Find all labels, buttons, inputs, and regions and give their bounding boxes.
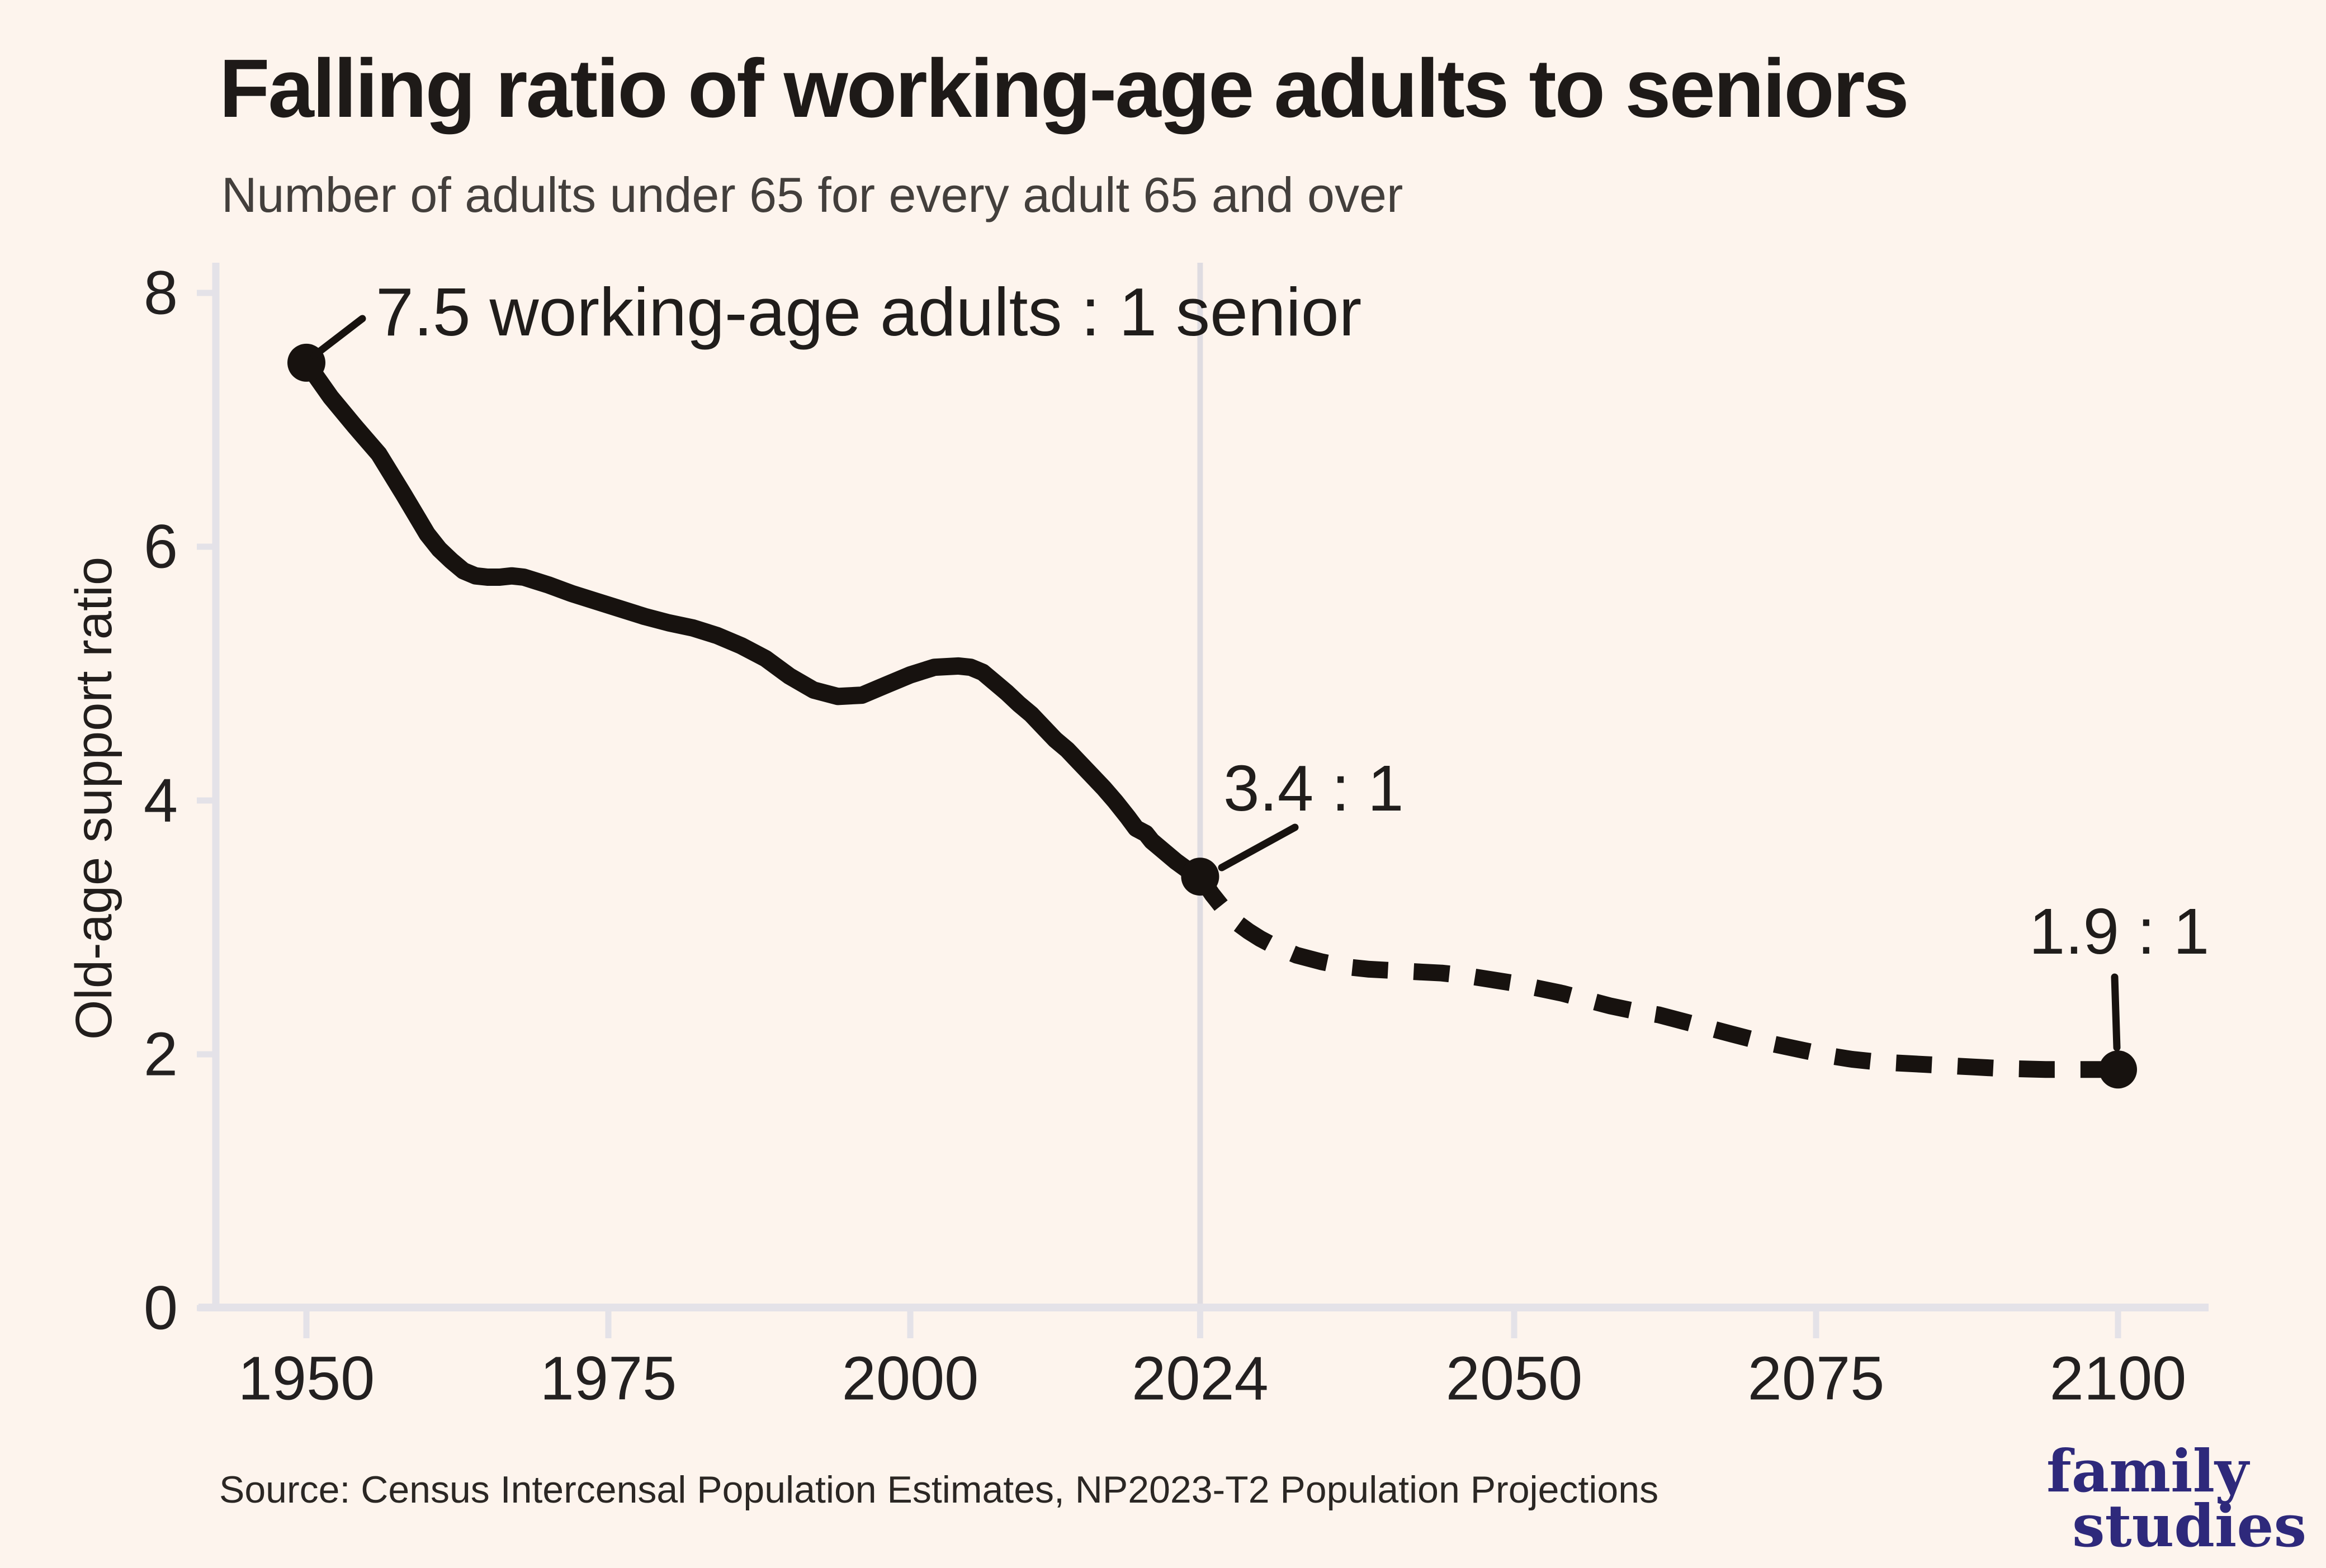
annotation-label-1: 3.4 : 1 <box>1223 752 1403 825</box>
source-text: Source: Census Intercensal Population Es… <box>219 1468 1659 1511</box>
y-tick-label: 8 <box>144 259 178 328</box>
annotation-leader-2 <box>2111 973 2121 1051</box>
data-point-2024 <box>1181 858 1219 896</box>
x-tick-label: 2000 <box>842 1344 979 1413</box>
series-projected-line <box>1193 871 2118 1078</box>
annotation-leader-0 <box>310 315 366 359</box>
x-tick-label: 2075 <box>1748 1344 1885 1413</box>
y-tick-label: 6 <box>144 513 178 581</box>
x-tick-label: 1975 <box>540 1344 677 1413</box>
annotation-label-2: 1.9 : 1 <box>2029 895 2209 968</box>
data-point-2100 <box>2099 1050 2137 1089</box>
chart-subtitle: Number of adults under 65 for every adul… <box>221 167 1403 222</box>
annotation-leader-1 <box>1218 823 1299 871</box>
chart-title: Falling ratio of working-age adults to s… <box>219 42 1909 135</box>
family-studies-logo-line2: studies <box>2072 1491 2307 1560</box>
x-tick-label: 1950 <box>238 1344 375 1413</box>
annotation-label-0: 7.5 working-age adults : 1 senior <box>376 274 1361 350</box>
x-tick-label: 2100 <box>2050 1344 2187 1413</box>
series-historical-line <box>297 354 1209 885</box>
y-tick-label: 0 <box>144 1274 178 1343</box>
x-tick-label: 2050 <box>1446 1344 1583 1413</box>
family-studies-logo-line1: family <box>2046 1437 2249 1505</box>
y-axis-title: Old-age support ratio <box>65 556 122 1040</box>
y-tick-label: 2 <box>144 1020 178 1089</box>
y-tick-label: 4 <box>144 766 178 835</box>
x-tick-label: 2024 <box>1132 1344 1269 1413</box>
